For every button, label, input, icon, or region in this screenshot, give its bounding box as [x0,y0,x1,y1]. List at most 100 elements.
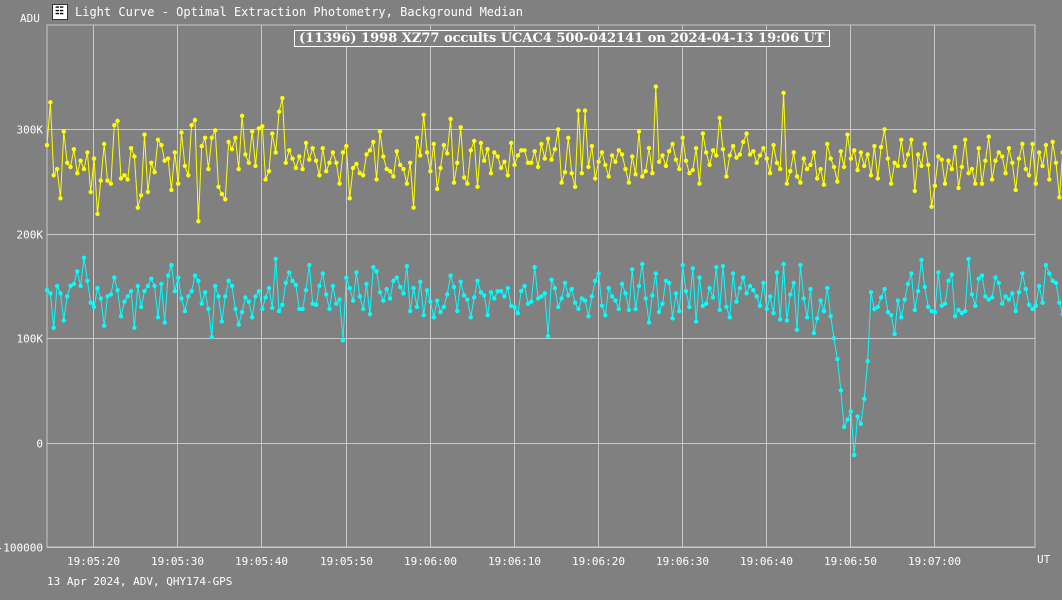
series-2-point [979,273,985,278]
series-2-point [956,307,961,313]
series-2-point [438,309,443,315]
series-2-point [855,414,860,419]
series-2-point [845,417,850,422]
series-1-point [102,141,107,147]
series-1-point [882,127,887,132]
series-2-point [263,295,268,300]
series-2-point [878,295,884,300]
series-2-point [915,289,921,294]
series-1-point [1016,156,1022,161]
series-2-point [176,275,181,280]
series-1-point [105,178,110,183]
series-2-point [569,286,574,292]
series-1-point [801,156,806,161]
series-2-point [983,294,988,299]
series-2-point [414,304,420,310]
series-2-point [132,325,137,330]
series-2-point [848,409,854,414]
series-1-point [582,108,588,113]
series-2-point [293,282,299,288]
series-1-point [71,147,77,152]
series-1-point [788,169,793,174]
series-1-point [445,151,450,156]
series-2-point [482,293,487,298]
series-1-point [932,183,938,188]
series-1-point [1053,160,1059,165]
series-2-point [993,275,998,280]
series-1-point [966,171,971,176]
series-2-point [630,267,635,272]
series-2-point [451,284,457,290]
x-tick-label: 19:06:40 [740,555,793,568]
series-1-point [892,160,897,165]
series-1-point [542,156,547,161]
series-2-point [946,278,951,283]
series-1-point [125,177,130,182]
series-1-point [714,153,719,158]
series-1-point [841,164,847,170]
series-1-point [710,148,716,153]
x-tick-label: 19:05:50 [320,555,373,568]
series-2-point [1010,291,1015,296]
series-2-point [337,297,342,302]
series-2-point [656,309,662,315]
series-1-point [677,166,682,172]
series-2-point [841,424,847,430]
series-1-point [865,152,870,157]
series-2-point [320,271,325,276]
series-2-point [172,289,177,294]
series-2-point [1000,301,1005,306]
series-1-point [636,129,642,134]
series-1-point [717,115,722,121]
series-1-point [949,166,954,172]
series-2-point [445,292,450,297]
series-2-point [441,304,447,310]
x-axis-label: UT [1037,553,1051,566]
series-1-point [155,137,161,142]
series-1-point [875,176,880,181]
series-1-point [825,141,830,147]
series-2-point [48,291,53,296]
series-1-point [660,153,665,158]
light-curve-app-icon[interactable]: ☷ [52,4,68,20]
y-tick-label: 200K [17,229,44,242]
series-1-point [61,129,66,134]
series-2-point [697,275,702,280]
series-2-point [774,270,780,275]
series-2-point [606,285,611,291]
series-1-point [771,142,776,148]
series-2-point [411,285,416,291]
series-1-point [1033,181,1039,186]
series-1-point [919,163,924,169]
series-2-point [909,271,914,276]
series-1-point [522,148,527,153]
series-1-point [586,164,591,170]
series-1-point [734,155,739,160]
series-1-point [922,141,927,147]
series-2-point [663,278,669,283]
series-2-point [139,304,144,310]
series-1-point [529,160,534,165]
series-1-point [515,153,521,158]
series-1-point [216,184,221,189]
series-2-point [68,283,73,289]
series-1-point [478,140,484,146]
series-1-point [287,148,292,153]
series-1-point [91,156,97,161]
series-2-point [495,289,500,294]
y-tick-label: 300K [17,124,44,137]
series-1-point [350,165,356,171]
series-2-point [643,296,648,301]
series-2-point [85,278,90,283]
series-1-point [189,123,194,128]
series-2-point [670,316,675,321]
series-2-point [747,283,753,289]
series-2-point [327,306,332,312]
x-tick-label: 19:06:00 [404,555,457,568]
series-1-point [118,176,124,181]
series-1-point [169,187,174,193]
series-2-point [623,291,628,296]
series-2-point [149,276,154,281]
series-2-point [1006,297,1012,302]
